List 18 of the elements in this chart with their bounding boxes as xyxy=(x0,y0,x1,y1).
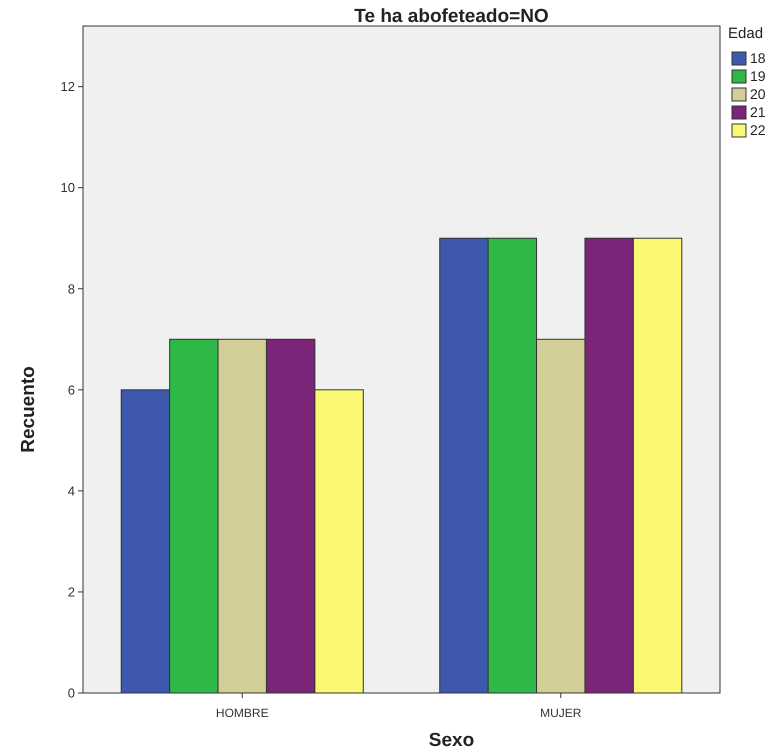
y-tick-label: 2 xyxy=(68,584,75,600)
legend-title: Edad xyxy=(728,25,764,42)
x-tick-label: HOMBRE xyxy=(216,706,269,720)
x-axis-title: Sexo xyxy=(428,730,474,751)
y-axis-title: Recuento xyxy=(18,366,39,453)
y-tick-label: 0 xyxy=(68,686,75,701)
y-tick-label: 12 xyxy=(60,79,75,94)
legend-label: 19 xyxy=(750,68,766,84)
x-tick-label: MUJER xyxy=(540,706,582,720)
legend-label: 21 xyxy=(750,104,766,120)
legend-label: 22 xyxy=(750,122,766,138)
legend-label: 18 xyxy=(750,50,766,66)
y-tick-label: 10 xyxy=(60,180,75,196)
chart-title: Te ha abofeteado=NO xyxy=(354,6,549,27)
y-tick-label: 4 xyxy=(68,483,75,498)
y-tick-label: 8 xyxy=(68,281,75,296)
y-tick-label: 6 xyxy=(68,382,75,398)
legend-label: 20 xyxy=(750,86,766,102)
